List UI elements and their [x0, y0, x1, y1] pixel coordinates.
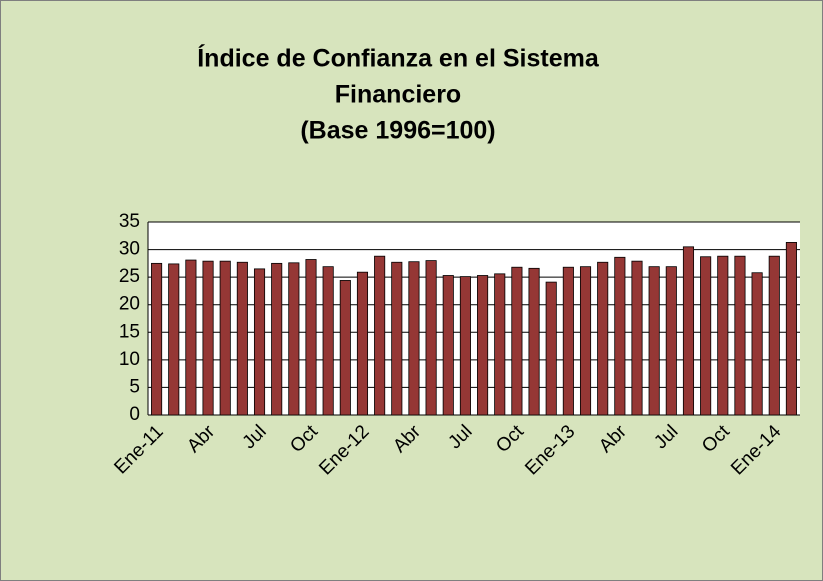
chart-title: Financiero — [335, 81, 461, 109]
bar — [494, 273, 506, 416]
bar — [271, 262, 283, 416]
bar — [374, 255, 386, 416]
bar — [185, 259, 197, 416]
bar — [442, 275, 454, 416]
bar — [665, 266, 677, 416]
y-tick-label: 35 — [119, 211, 140, 232]
bar — [356, 271, 369, 416]
bar — [785, 242, 797, 416]
bar — [202, 260, 214, 416]
y-tick-label: 0 — [129, 404, 140, 425]
bar — [734, 255, 746, 416]
chart-title: Índice de Confianza en el Sistema — [197, 44, 600, 73]
bar — [391, 261, 403, 416]
bar — [700, 256, 712, 416]
bar — [253, 268, 266, 416]
bar — [528, 267, 540, 416]
y-tick-label: 10 — [119, 349, 140, 370]
y-tick-label: 5 — [129, 376, 140, 397]
bar — [322, 266, 334, 416]
bar — [717, 255, 729, 416]
bar — [219, 260, 231, 416]
bar — [768, 255, 780, 416]
bar — [151, 262, 163, 416]
bar — [425, 260, 437, 416]
bar — [614, 256, 626, 416]
chart-title: (Base 1996=100) — [300, 117, 495, 145]
bar — [236, 261, 248, 416]
bar — [597, 261, 609, 416]
bar — [339, 280, 351, 416]
y-tick-label: 20 — [119, 294, 140, 315]
bar — [579, 266, 592, 416]
bar — [562, 266, 574, 416]
bar — [459, 276, 471, 416]
bar — [408, 261, 420, 416]
bar — [168, 263, 180, 416]
bar — [751, 272, 763, 416]
bar — [545, 281, 557, 416]
bar — [288, 262, 300, 416]
y-tick-label: 15 — [119, 321, 140, 342]
bar — [648, 266, 660, 416]
bar — [631, 260, 643, 416]
y-tick-label: 25 — [119, 266, 140, 287]
bar — [511, 266, 523, 416]
bar — [477, 275, 489, 416]
bar — [682, 246, 695, 416]
y-tick-label: 30 — [119, 239, 140, 260]
bar — [305, 259, 317, 416]
